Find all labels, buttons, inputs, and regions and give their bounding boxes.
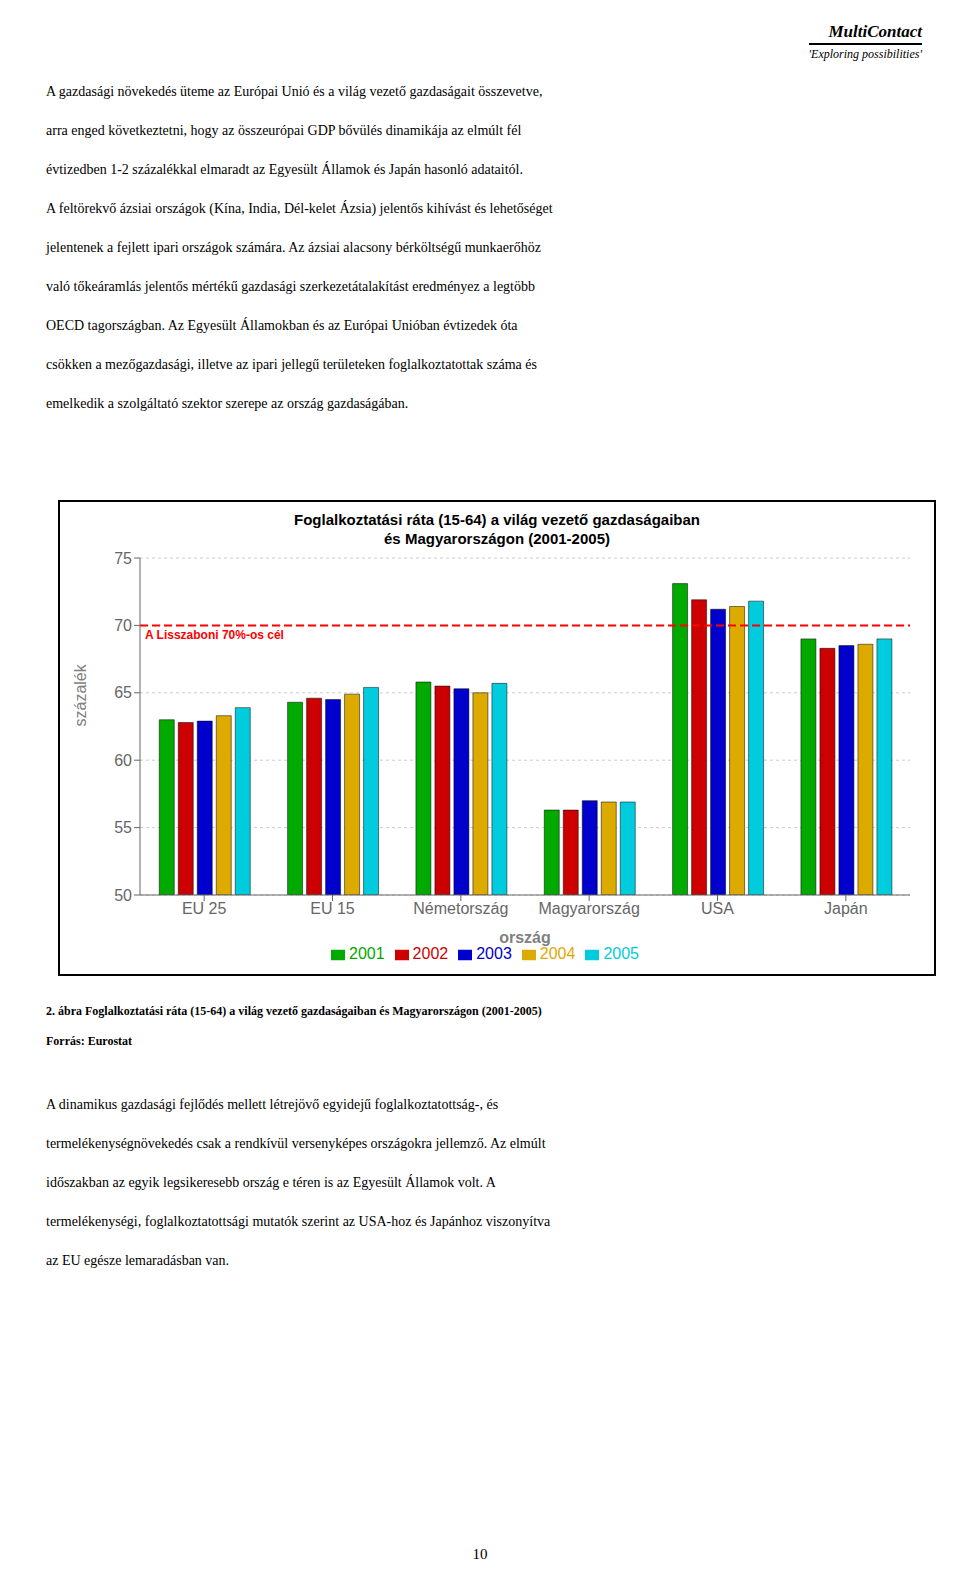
html-text:MultiContact: MultiContact <box>828 22 922 41</box>
svg-text:ország: ország <box>499 929 551 946</box>
svg-text:Japán: Japán <box>824 900 868 917</box>
html-text:csökken a mezőgazdasági, illet: csökken a mezőgazdasági, illetve az ipar… <box>46 357 537 372</box>
html-text:Forrás: Eurostat: Forrás: Eurostat <box>46 1034 133 1048</box>
html-text:termelékenységnövekedés csak a: termelékenységnövekedés csak a rendkívül… <box>46 1136 546 1151</box>
svg-text:EU 25: EU 25 <box>182 900 227 917</box>
svg-text:Németország: Németország <box>413 900 508 917</box>
html-text:való tőkeáramlás jelentős mért: való tőkeáramlás jelentős mértékű gazdas… <box>46 279 535 294</box>
html-text:az EU egésze lemaradásban van.: az EU egésze lemaradásban van. <box>46 1253 230 1268</box>
svg-text:EU 15: EU 15 <box>310 900 355 917</box>
html-text:időszakban az egyik legsikeres: időszakban az egyik legsikeresebb ország… <box>46 1175 496 1190</box>
html-text:jelentenek a fejlett ipari ors: jelentenek a fejlett ipari országok szám… <box>46 240 541 255</box>
svg-text:75: 75 <box>114 550 132 567</box>
html-text:2. ábra Foglalkoztatási ráta (: 2. ábra Foglalkoztatási ráta (15-64) a v… <box>46 1004 542 1018</box>
html-text:Foglalkoztatási ráta (15-64) a: Foglalkoztatási ráta (15-64) a világ vez… <box>294 511 700 528</box>
svg-text:60: 60 <box>114 752 132 769</box>
html-text:2004: 2004 <box>539 945 576 962</box>
html-text:2002: 2002 <box>412 945 449 962</box>
html-text:A gazdasági növekedés üteme az: A gazdasági növekedés üteme az Európai U… <box>46 84 543 99</box>
svg-text:A Lisszaboni 70%-os cél: A Lisszaboni 70%-os cél <box>145 628 284 642</box>
html-text:10: 10 <box>472 1546 488 1562</box>
svg-text:55: 55 <box>114 819 132 836</box>
html-text:A dinamikus gazdasági fejlődés: A dinamikus gazdasági fejlődés mellett l… <box>46 1097 499 1112</box>
html-text:arra enged következtetni, hogy: arra enged következtetni, hogy az összeu… <box>46 123 522 138</box>
html-text:OECD tagországban. Az Egyesült: OECD tagországban. Az Egyesült Államokba… <box>46 318 518 333</box>
svg-text:70: 70 <box>114 617 132 634</box>
html-text:2005: 2005 <box>603 945 639 962</box>
html-text:emelkedik a szolgáltató szekto: emelkedik a szolgáltató szektor szerepe … <box>46 396 409 411</box>
html-text:2001: 2001 <box>349 945 385 962</box>
html-text:és Magyarországon (2001-2005): és Magyarországon (2001-2005) <box>384 530 610 547</box>
html-text:A feltörekvő ázsiai országok (: A feltörekvő ázsiai országok (Kína, Indi… <box>46 201 553 216</box>
svg-text:százalék: százalék <box>72 663 89 726</box>
html-text:évtizedben 1-2 százalékkal elm: évtizedben 1-2 százalékkal elmaradt az E… <box>46 162 523 177</box>
html-text:2003: 2003 <box>476 945 512 962</box>
html-text:termelékenységi, foglalkoztato: termelékenységi, foglalkoztatottsági mut… <box>46 1214 551 1229</box>
svg-text:Magyarország: Magyarország <box>538 900 639 917</box>
svg-text:65: 65 <box>114 684 132 701</box>
svg-text:50: 50 <box>114 887 132 904</box>
html-text:'Exploring possibilities': 'Exploring possibilities' <box>808 47 922 61</box>
svg-text:USA: USA <box>701 900 734 917</box>
